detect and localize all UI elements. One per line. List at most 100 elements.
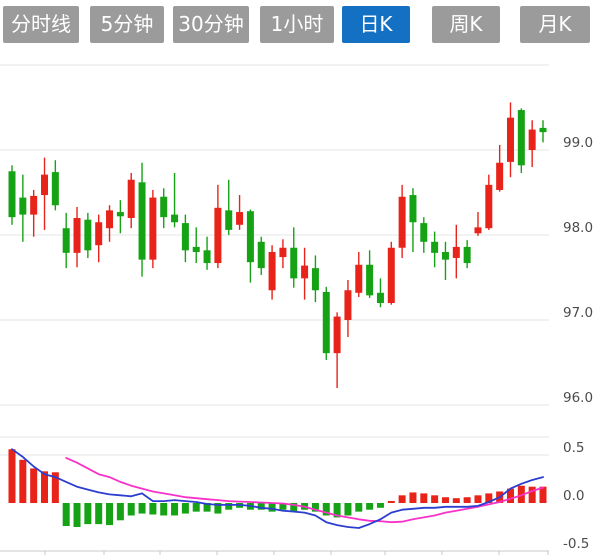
- macd-bar: [41, 471, 49, 503]
- macd-bar: [51, 472, 59, 503]
- tab-weekly-k[interactable]: 周K: [432, 6, 500, 43]
- macd-bar: [138, 503, 146, 514]
- candle-body: [73, 218, 81, 253]
- candle-body: [420, 223, 428, 242]
- macd-bar: [127, 503, 135, 516]
- macd-bar: [19, 459, 27, 503]
- macd-bar: [366, 503, 374, 510]
- candle-body: [30, 195, 38, 215]
- tab-30min[interactable]: 30分钟: [173, 6, 249, 43]
- macd-bar: [420, 493, 428, 503]
- dea-line: [65, 456, 544, 524]
- macd-bar: [95, 503, 103, 525]
- macd-bar: [387, 501, 395, 503]
- macd-bar: [290, 503, 298, 512]
- candle-body: [409, 195, 417, 223]
- candle-body: [452, 246, 460, 258]
- candle-body: [441, 252, 449, 260]
- macd-bar: [181, 503, 189, 514]
- candle-body: [355, 264, 363, 293]
- candle-body: [333, 316, 341, 354]
- macd-bar: [539, 486, 547, 503]
- tab-daily-k[interactable]: 日K: [342, 6, 410, 43]
- price-axis-label: 99.0: [563, 135, 593, 151]
- macd-bar: [203, 503, 211, 512]
- macd-axis-label: 0.5: [563, 440, 584, 456]
- macd-bar: [214, 503, 222, 514]
- macd-bar: [171, 503, 179, 516]
- macd-axis-label: 0.0: [563, 488, 584, 504]
- macd-axis-label: -0.5: [563, 536, 589, 552]
- candle-body: [539, 127, 547, 133]
- macd-bar: [409, 492, 417, 503]
- macd-bar: [355, 503, 363, 512]
- macd-bar: [376, 503, 384, 508]
- candle-body: [528, 129, 536, 150]
- candle-body: [463, 246, 471, 264]
- candle-body: [366, 264, 374, 296]
- candle-body: [376, 292, 384, 303]
- macd-bar: [398, 495, 406, 503]
- candle-body: [138, 182, 146, 260]
- candle-body: [485, 184, 493, 229]
- candle-body: [160, 196, 168, 218]
- candle-body: [19, 197, 27, 215]
- macd-bar: [73, 503, 81, 527]
- candle-body: [84, 219, 92, 251]
- macd-bar: [279, 503, 287, 510]
- candle-body: [116, 212, 124, 217]
- macd-bar: [149, 503, 157, 515]
- candle-body: [474, 227, 482, 234]
- candle-body: [290, 247, 298, 279]
- macd-bar: [30, 468, 38, 503]
- tab-monthly-k[interactable]: 月K: [520, 6, 590, 43]
- candle-body: [225, 210, 233, 230]
- macd-bar: [474, 495, 482, 503]
- price-axis-label: 96.0: [563, 390, 593, 406]
- candle-body: [344, 290, 352, 320]
- macd-bar: [485, 493, 493, 503]
- candle-body: [398, 196, 406, 248]
- candle-body: [268, 252, 276, 291]
- candle-body: [171, 214, 179, 223]
- macd-bar: [225, 503, 233, 510]
- macd-bar: [62, 503, 70, 527]
- macd-bar: [322, 503, 330, 516]
- candle-body: [127, 179, 135, 218]
- macd-bar: [506, 488, 514, 503]
- macd-bar: [441, 497, 449, 503]
- candle-body: [506, 117, 514, 162]
- candle-body: [431, 241, 439, 253]
- candle-body: [322, 291, 330, 354]
- candle-body: [301, 265, 309, 279]
- candle-body: [95, 222, 103, 246]
- macd-bar: [106, 503, 114, 526]
- macd-bar: [452, 498, 460, 503]
- candle-body: [517, 110, 525, 166]
- candle-body: [214, 207, 222, 264]
- macd-bar: [257, 503, 265, 510]
- candle-body: [387, 247, 395, 303]
- macd-bar: [84, 503, 92, 525]
- candle-body: [41, 174, 49, 196]
- macd-bar: [463, 497, 471, 503]
- macd-bar: [192, 503, 200, 512]
- candle-body: [203, 250, 211, 264]
- tab-1hour[interactable]: 1小时: [260, 6, 334, 43]
- macd-bar: [8, 449, 16, 503]
- price-axis-label: 98.0: [563, 220, 593, 236]
- candle-body: [51, 172, 59, 206]
- macd-bar: [431, 495, 439, 503]
- candle-body: [279, 247, 287, 258]
- macd-bar: [344, 503, 352, 516]
- candle-body: [181, 223, 189, 251]
- price-axis-label: 97.0: [563, 305, 593, 321]
- tab-5min[interactable]: 5分钟: [90, 6, 164, 43]
- period-tabbar: 分时线 5分钟 30分钟 1小时 日K 周K 月K: [0, 6, 601, 43]
- candle-body: [236, 212, 244, 225]
- tab-time-line[interactable]: 分时线: [3, 6, 79, 43]
- candle-body: [257, 241, 265, 269]
- candle-body: [311, 268, 319, 291]
